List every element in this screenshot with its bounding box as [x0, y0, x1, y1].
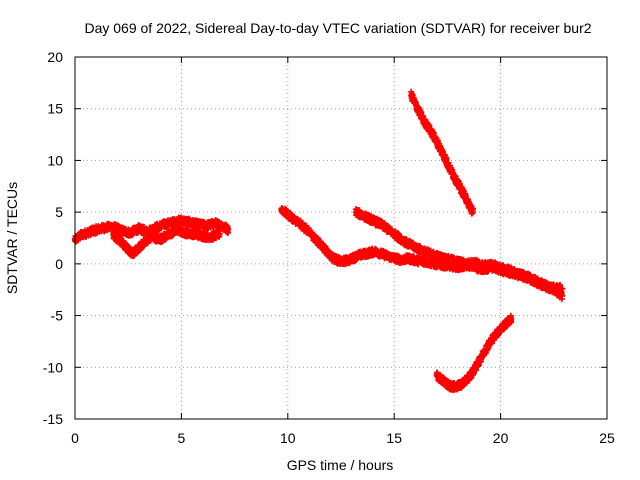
x-axis-label: GPS time / hours [287, 457, 394, 473]
plot-area [72, 88, 566, 393]
y-tick-label: 15 [47, 101, 63, 117]
y-tick-label: -10 [43, 359, 63, 375]
x-tick-label: 15 [386, 430, 402, 446]
y-tick-label: 20 [47, 49, 63, 65]
x-tick-label: 5 [178, 430, 186, 446]
x-axis-ticks: 0 5 10 15 20 25 [71, 57, 615, 446]
x-tick-label: 0 [71, 430, 79, 446]
series-track-a-lower [110, 223, 223, 259]
trace-marker [216, 231, 223, 238]
y-tick-label: -15 [43, 411, 63, 427]
x-tick-label: 25 [599, 430, 615, 446]
series-track-a [72, 214, 232, 245]
trace-marker [225, 226, 232, 233]
x-tick-label: 10 [280, 430, 296, 446]
y-axis-label: SDTVAR / TECUs [4, 182, 20, 294]
series-track-d [433, 312, 515, 393]
chart-title: Day 069 of 2022, Sidereal Day-to-day VTE… [84, 20, 591, 36]
series-track-b [278, 205, 566, 303]
y-tick-label: 10 [47, 152, 63, 168]
series-track-c [408, 88, 476, 217]
y-tick-label: 5 [55, 204, 63, 220]
y-tick-label: -5 [51, 308, 64, 324]
y-tick-label: 0 [55, 256, 63, 272]
grid [75, 57, 607, 419]
x-tick-label: 20 [493, 430, 509, 446]
